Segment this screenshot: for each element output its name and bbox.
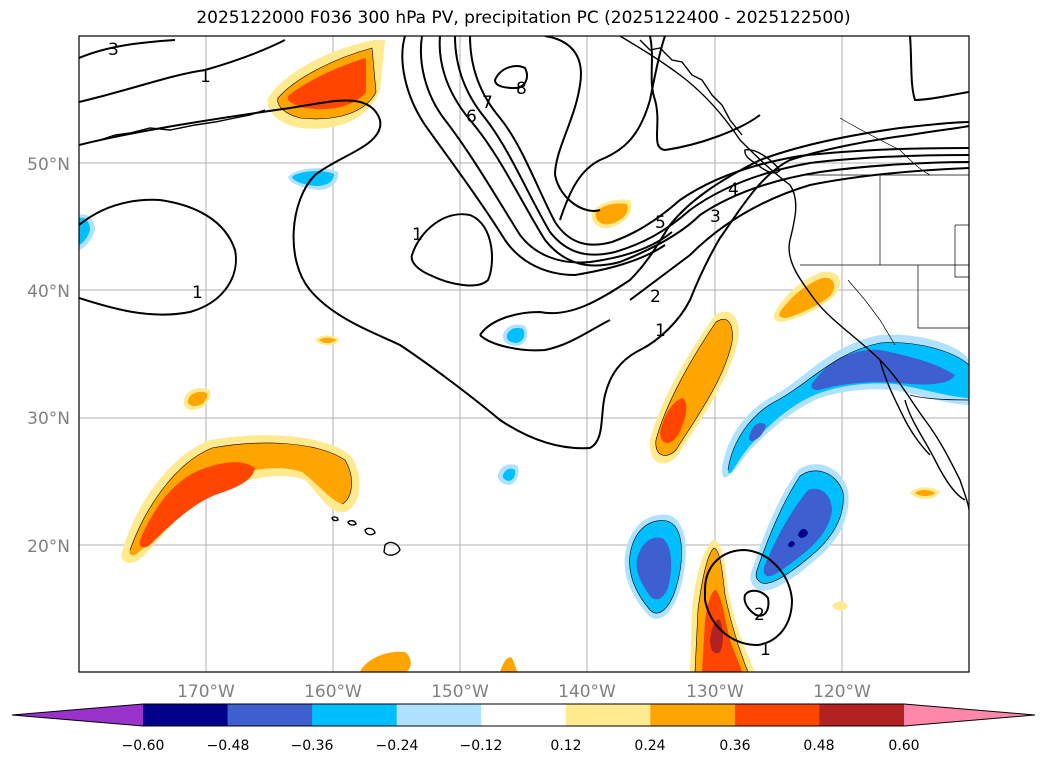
contour-loop-west — [79, 198, 237, 316]
contour-label: 1 — [200, 67, 211, 87]
contour-5 — [469, 36, 969, 246]
contour-upper-right2 — [909, 36, 969, 102]
colorbar-segment — [227, 704, 313, 726]
shading-outlines — [129, 47, 969, 672]
baja — [879, 359, 931, 456]
lon-labels: 170°W 160°W 150°W 140°W 130°W 120°W — [177, 682, 871, 702]
contour-3 — [438, 36, 969, 267]
colorbar-tick-label: −0.48 — [207, 738, 250, 754]
lon-label: 150°W — [431, 682, 489, 702]
borders — [800, 117, 969, 401]
contour-label: 5 — [655, 213, 666, 233]
colorbar-tick-label: −0.24 — [376, 738, 419, 754]
colorbar-extend-right — [904, 704, 1035, 726]
lon-label: 170°W — [177, 682, 235, 702]
colorbar-tick-label: −0.60 — [122, 738, 165, 754]
pv-contours — [79, 36, 969, 647]
colorbar-segment — [819, 704, 905, 726]
contour-3-northwest — [79, 39, 176, 59]
contour-1-northwest — [79, 39, 286, 103]
aleutians — [99, 109, 266, 141]
colorbar-tick-label: 0.60 — [888, 738, 919, 754]
pos-area-small-4 — [360, 651, 411, 672]
map-frame — [78, 35, 970, 673]
colorbar-segment — [734, 704, 820, 726]
pos-area-small-7 — [832, 601, 848, 611]
colorbar-tick-label: 0.12 — [550, 738, 581, 754]
contour-1-trough — [479, 121, 969, 336]
hawaii-big — [383, 541, 401, 556]
map-content: 3 1 8 7 6 5 4 3 2 1 1 1 1 2 — [79, 36, 969, 672]
colorbar-segments — [143, 704, 905, 726]
colorbar-extend-left — [12, 704, 143, 726]
colorbar-segment — [481, 704, 567, 726]
contour-label: 1 — [760, 640, 771, 660]
contour-label: 3 — [710, 207, 721, 227]
lat-labels: 50°N 40°N 30°N 20°N — [27, 155, 70, 557]
lat-label: 50°N — [27, 155, 70, 175]
contour-upper-right — [649, 36, 761, 152]
north-america-coast — [619, 36, 969, 511]
contour-6 — [401, 36, 666, 277]
colorbar-tick-label: 0.24 — [634, 738, 665, 754]
contour-label: 1 — [655, 321, 666, 341]
lon-label: 120°W — [813, 682, 871, 702]
colorbar: −0.60 −0.48 −0.36 −0.24 −0.12 0.12 0.24 … — [11, 703, 1036, 754]
contour-loop-south — [704, 548, 794, 647]
lat-label: 20°N — [27, 537, 70, 557]
contour-2 — [559, 36, 666, 221]
gulf-of-california — [904, 399, 966, 501]
contour-label: 8 — [516, 79, 527, 99]
contour-label: 3 — [108, 40, 119, 60]
vancouver-island — [744, 149, 781, 174]
contour-label: 6 — [466, 107, 477, 127]
contour-1-outer — [79, 99, 969, 450]
contour-label: 2 — [650, 287, 661, 307]
contour-label: 4 — [728, 180, 739, 200]
contour-2-south — [743, 589, 770, 617]
hawaii-3 — [347, 519, 357, 526]
contour-label: 1 — [412, 225, 423, 245]
colorbar-tick-label: 0.36 — [719, 738, 750, 754]
hawaii-4 — [331, 516, 339, 522]
colorbar-segment — [312, 704, 398, 726]
lon-label: 140°W — [558, 682, 616, 702]
negative-shading — [79, 168, 969, 619]
contour-1-inner — [410, 213, 493, 287]
contour-label: 1 — [192, 283, 203, 303]
contour-label: 2 — [754, 605, 765, 625]
colorbar-segment — [143, 704, 229, 726]
alaska-panhandle — [639, 39, 743, 136]
lat-label: 40°N — [27, 282, 70, 302]
colorbar-ticks: −0.60 −0.48 −0.36 −0.24 −0.12 0.12 0.24 … — [122, 738, 920, 754]
contour-8-loop — [493, 65, 528, 90]
colorbar-segment — [565, 704, 651, 726]
lat-label: 30°N — [27, 409, 70, 429]
contour-7 — [419, 36, 673, 264]
colorbar-tick-label: 0.48 — [803, 738, 834, 754]
colorbar-outline — [11, 703, 1036, 727]
map-title: 2025122000 F036 300 hPa PV, precipitatio… — [196, 8, 851, 28]
colorbar-segment — [650, 704, 736, 726]
colorbar-tick-label: −0.12 — [460, 738, 503, 754]
colorbar-tick-label: −0.36 — [291, 738, 334, 754]
hawaii-2 — [364, 527, 376, 536]
contour-2b — [629, 167, 969, 301]
contour-labels: 3 1 8 7 6 5 4 3 2 1 1 1 1 2 — [108, 40, 771, 660]
pos-area-small-5 — [500, 657, 518, 672]
contour-4 — [454, 36, 969, 256]
positive-shading — [121, 40, 940, 672]
lon-label: 160°W — [304, 682, 362, 702]
coastlines — [99, 36, 969, 556]
contour-label: 7 — [482, 93, 493, 113]
lon-label: 130°W — [686, 682, 744, 702]
colorbar-segment — [396, 704, 482, 726]
contour-upper-mid — [544, 36, 601, 212]
